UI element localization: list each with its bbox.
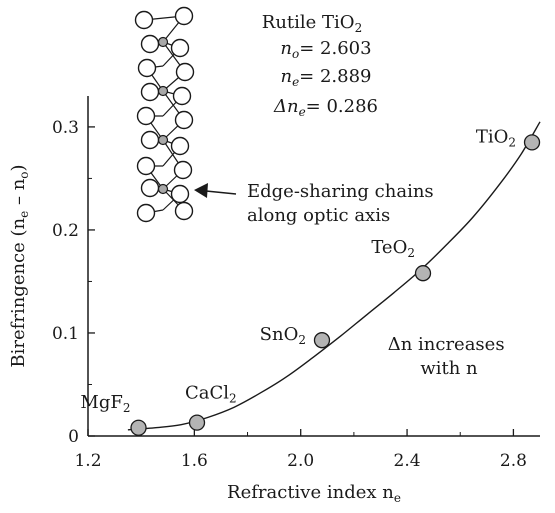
y-tick-label-2: 0.2 (52, 221, 79, 241)
oxygen-atom (176, 112, 193, 129)
chain-arrow-head (194, 183, 208, 198)
oxygen-atom (175, 162, 192, 179)
oxygen-atom (172, 40, 189, 57)
titanium-atom (159, 87, 168, 96)
oxygen-atom (138, 108, 155, 125)
edge-sharing-chain-diagram (136, 8, 194, 222)
rutile-title: Rutile TiO2 (262, 12, 362, 35)
titanium-atom (159, 136, 168, 145)
x-axis-title: Refractive index ne (227, 482, 401, 505)
oxygen-atom (136, 12, 153, 29)
x-tick-label-3: 2.4 (394, 451, 421, 471)
point-teo2 (416, 266, 431, 281)
oxygen-atom (172, 138, 189, 155)
point-label-tio2: TiO2 (476, 126, 516, 149)
point-label-cacl2: CaCl2 (185, 383, 237, 406)
y-tick-label-0: 0 (68, 427, 79, 447)
rutile-no: no= 2.603 (280, 38, 371, 61)
oxygen-atom (142, 36, 159, 53)
oxygen-atom (174, 88, 191, 105)
y-tick-label-1: 0.1 (52, 324, 79, 344)
oxygen-atom (176, 203, 193, 220)
point-tio2 (525, 135, 540, 150)
chain-arrow-line (206, 191, 236, 194)
oxygen-atom (142, 180, 159, 197)
rutile-ne: ne= 2.889 (280, 66, 371, 89)
x-tick-label-2: 2.0 (287, 451, 314, 471)
x-tick-label-1: 1.6 (181, 451, 208, 471)
point-label-sno2: SnO2 (260, 324, 306, 347)
chain-note: Edge-sharing chains along optic axis (194, 181, 439, 226)
x-tick-label-4: 2.8 (500, 451, 527, 471)
oxygen-atom (138, 158, 155, 175)
chain-note-text: Edge-sharing chains along optic axis (247, 181, 439, 226)
point-label-mgf2: MgF2 (80, 392, 130, 415)
y-axis-title: Birefringence (ne – no) (8, 164, 31, 367)
trend-note: Δn increases with n (388, 334, 511, 379)
rutile-dn: Δne= 0.286 (273, 96, 378, 119)
point-sno2 (314, 333, 329, 348)
oxygen-atom (142, 84, 159, 101)
oxygen-atom (176, 8, 193, 25)
oxygen-atom (142, 132, 159, 149)
x-tick-label-0: 1.2 (74, 451, 101, 471)
oxygen-atom (177, 64, 194, 81)
oxygen-atom (172, 186, 189, 203)
titanium-atom (159, 185, 168, 194)
titanium-atom (159, 38, 168, 47)
rutile-info: Rutile TiO2 no= 2.603 ne= 2.889 Δne= 0.2… (262, 12, 378, 119)
point-label-teo2: TeO2 (371, 237, 415, 260)
point-mgf2 (131, 420, 146, 435)
point-cacl2 (190, 415, 205, 430)
oxygen-atom (139, 60, 156, 77)
y-tick-label-3: 0.3 (52, 118, 79, 138)
oxygen-atom (138, 205, 155, 222)
